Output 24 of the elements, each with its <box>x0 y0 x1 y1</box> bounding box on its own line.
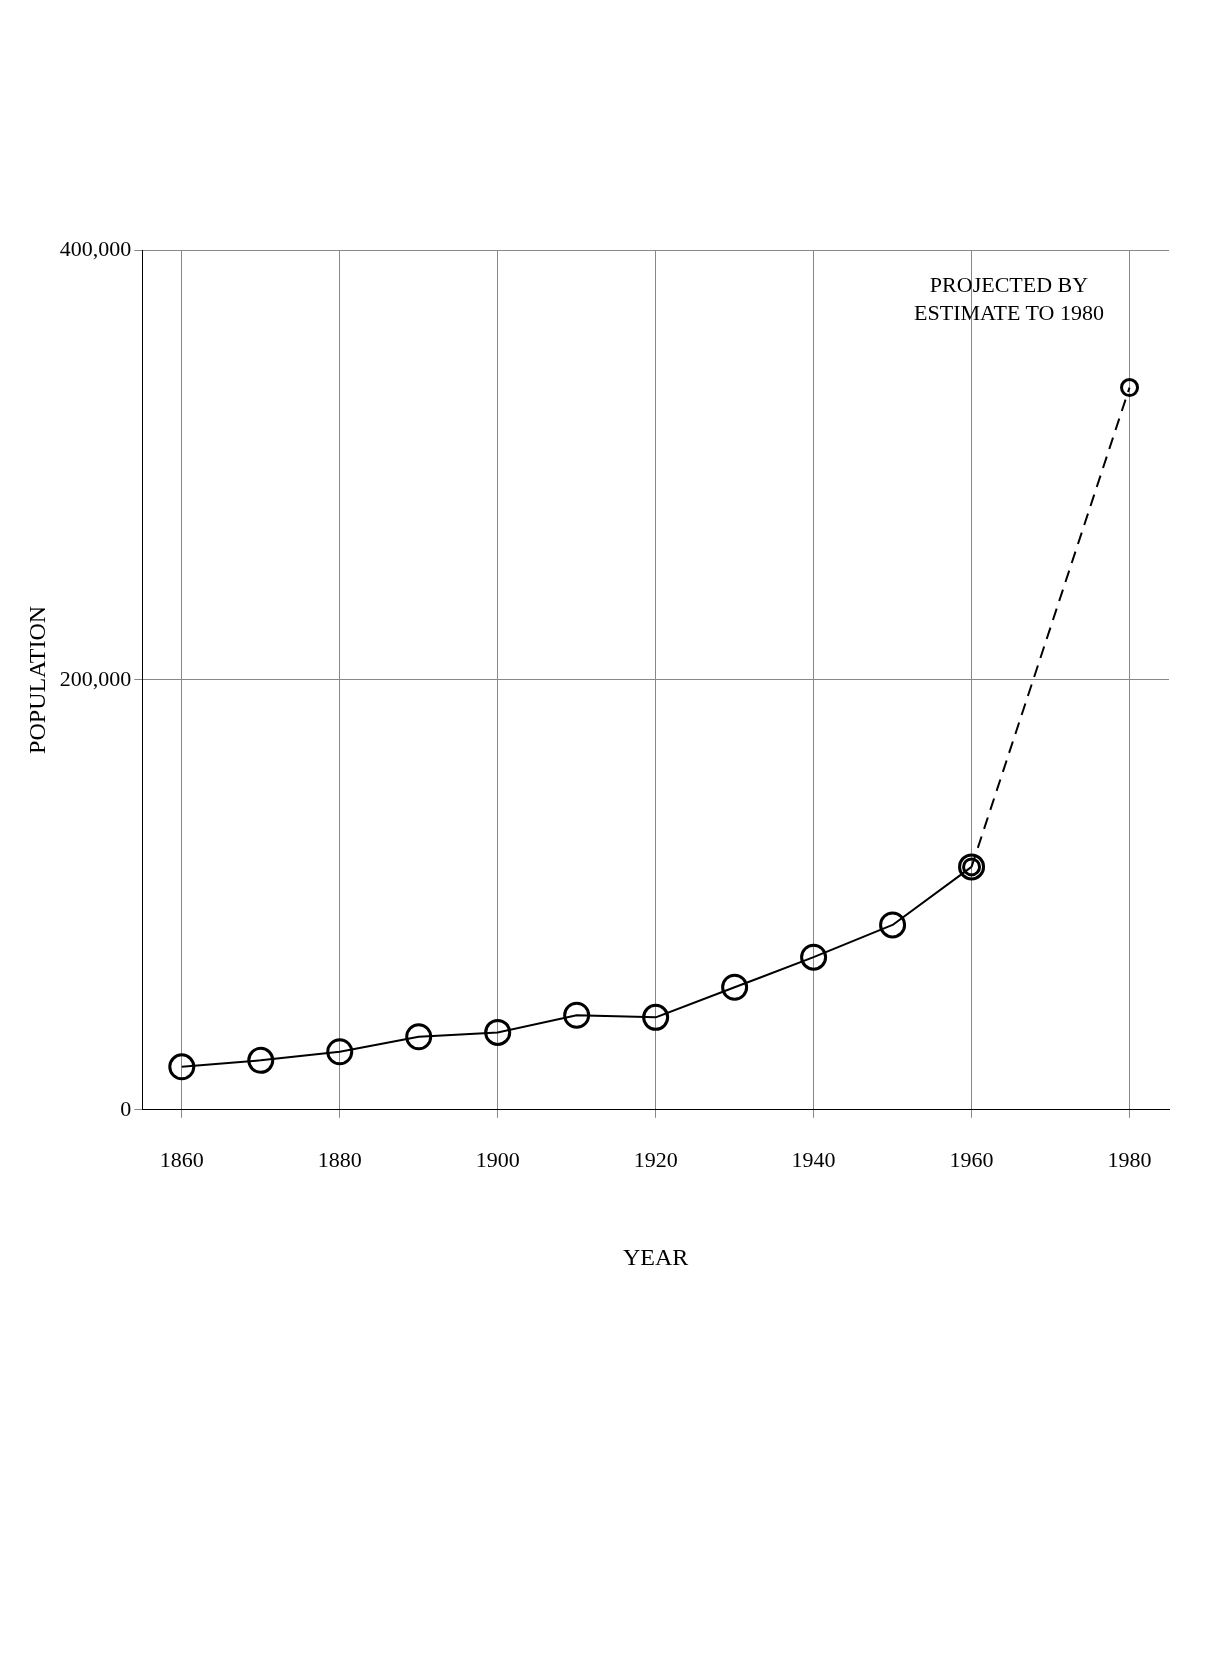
x-tick-label: 1900 <box>475 1146 520 1172</box>
y-tick-label: 200,000 <box>59 665 132 691</box>
x-tick-label: 1860 <box>159 1146 204 1172</box>
y-tick-label: 400,000 <box>59 235 132 261</box>
point <box>326 1038 354 1066</box>
point <box>405 1023 433 1051</box>
point <box>168 1053 196 1081</box>
y-axis-title: POPULATION <box>23 605 50 754</box>
point <box>879 911 907 939</box>
point <box>484 1018 512 1046</box>
x-axis-title: YEAR <box>622 1243 689 1270</box>
x-tick-label: 1880 <box>317 1146 362 1172</box>
point <box>1120 378 1140 398</box>
x-tick-label: 1940 <box>791 1146 836 1172</box>
y-tick-label: 0 <box>120 1095 132 1121</box>
annotation: PROJECTED BY ESTIMATE TO 1980 <box>914 271 1104 325</box>
x-tick-label: 1920 <box>633 1146 678 1172</box>
point <box>642 1003 670 1031</box>
point <box>800 943 828 971</box>
x-tick-label: 1980 <box>1107 1146 1152 1172</box>
point <box>563 1001 591 1029</box>
point <box>721 973 749 1001</box>
x-tick-label: 1960 <box>949 1146 994 1172</box>
point <box>247 1046 275 1074</box>
